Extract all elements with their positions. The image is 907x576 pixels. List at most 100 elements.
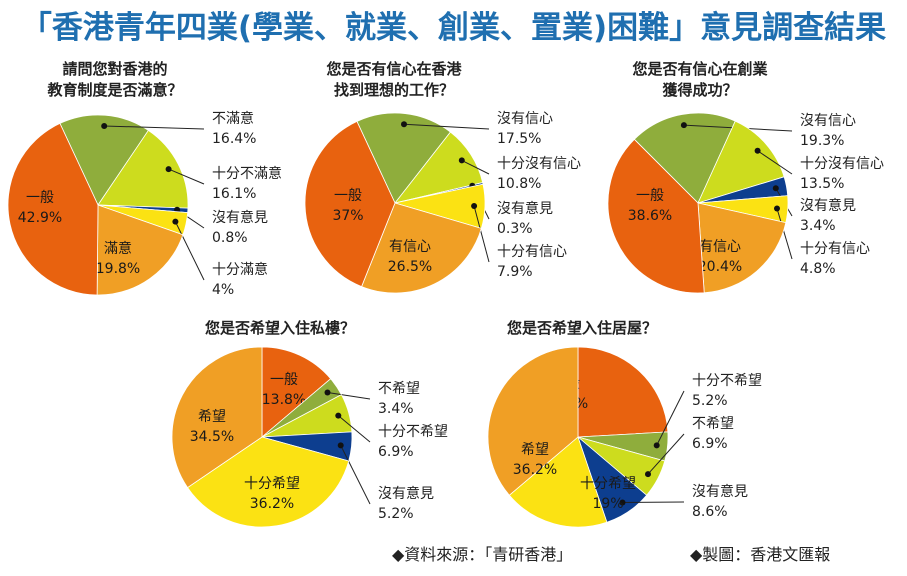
slice-label: 十分不希望 bbox=[692, 373, 762, 389]
pie-slice bbox=[508, 436, 608, 528]
slice-value: 17.5% bbox=[497, 131, 541, 147]
leader-line bbox=[473, 205, 490, 263]
slice-value: 13.5% bbox=[800, 176, 844, 192]
slice-value: 4.8% bbox=[800, 261, 836, 277]
slice-value: 5.2% bbox=[378, 506, 414, 522]
slice-value: 13.8% bbox=[262, 392, 306, 408]
leader-line bbox=[327, 392, 371, 400]
pie-slice bbox=[633, 112, 736, 204]
slice-value: 19.3% bbox=[800, 133, 844, 149]
chart-title-line: 獲得成功？ bbox=[662, 81, 738, 99]
leader-dot bbox=[458, 157, 465, 164]
leader-line bbox=[168, 168, 205, 185]
pie-chart-2: 沒有信心 17.5% 十分沒有信心 10.8% 沒有意見 0.3% 十分有信心 7.9% 有信心… bbox=[304, 110, 581, 294]
slice-label: 有信心 bbox=[389, 239, 431, 255]
slice-label: 希望 bbox=[521, 442, 549, 458]
leader-line bbox=[340, 445, 371, 505]
pie-slice bbox=[97, 129, 189, 209]
slice-label: 十分不希望 bbox=[378, 424, 448, 440]
pie-slice bbox=[187, 436, 350, 528]
slice-label: 一般 bbox=[636, 188, 664, 204]
source-note: ◆資料來源：「青研香港」 bbox=[392, 545, 573, 564]
slice-label: 十分希望 bbox=[244, 476, 300, 492]
slice-label: 不希望 bbox=[692, 416, 734, 432]
slice-label: 不希望 bbox=[378, 381, 420, 397]
credit-note: ◆製圖：香港文匯報 bbox=[690, 545, 831, 564]
slice-label: 不滿意 bbox=[212, 110, 254, 127]
slice-value: 3.4% bbox=[800, 218, 836, 234]
slice-value: 10.8% bbox=[497, 176, 541, 192]
pie-slice bbox=[261, 346, 332, 438]
leader-line bbox=[757, 150, 793, 175]
leader-dot bbox=[772, 185, 779, 192]
slice-value: 26.5% bbox=[388, 259, 432, 275]
chart-title: 您是否希望入住私樓？ bbox=[170, 318, 390, 339]
leader-dot bbox=[471, 203, 478, 209]
chart-title-line: 找到理想的工作？ bbox=[333, 81, 454, 99]
pie-slice bbox=[487, 346, 579, 496]
slice-label: 十分沒有信心 bbox=[497, 155, 581, 172]
pie-slice bbox=[577, 346, 669, 438]
slice-value: 3.4% bbox=[378, 401, 414, 417]
slice-value: 8.6% bbox=[692, 504, 728, 520]
leader-line bbox=[461, 159, 490, 175]
slice-value: 6.9% bbox=[692, 436, 728, 452]
leader-dot bbox=[335, 412, 342, 419]
slice-label: 沒有意見 bbox=[800, 197, 856, 214]
page-title: 「香港青年四業(學業、就業、創業、置業)困難」意見調查結果 bbox=[20, 10, 887, 46]
leader-line bbox=[647, 433, 685, 475]
slice-label: 十分希望 bbox=[580, 476, 636, 492]
leader-dot bbox=[653, 442, 660, 449]
slice-label: 沒有意見 bbox=[212, 209, 268, 226]
leader-dot bbox=[619, 499, 626, 506]
slice-label: 沒有信心 bbox=[497, 110, 553, 127]
slice-label: 一般 bbox=[334, 188, 362, 204]
leader-dot bbox=[101, 123, 108, 129]
slice-label: 一般 bbox=[270, 372, 298, 388]
slice-value: 19% bbox=[592, 496, 623, 512]
slice-label: 沒有意見 bbox=[692, 483, 748, 500]
pie-slice bbox=[697, 120, 785, 204]
pie-slice bbox=[171, 346, 263, 489]
pie-slice bbox=[356, 112, 451, 204]
chart-title-line: 您是否有信心在創業 bbox=[632, 60, 768, 78]
slice-value: 38.6% bbox=[628, 208, 672, 224]
chart-title: 請問您對香港的 教育制度是否滿意？ bbox=[5, 59, 225, 101]
pie-slice bbox=[607, 138, 705, 294]
leader-dot bbox=[680, 122, 687, 129]
slice-value: 36.2% bbox=[513, 462, 557, 478]
pie-slice bbox=[96, 204, 184, 296]
pie-chart-1: 不滿意 16.4% 十分不滿意 16.1% 沒有意見 0.8% 十分滿意 4% 滿意 19.8% 一… bbox=[7, 110, 282, 298]
slice-value: 20.4% bbox=[698, 259, 742, 275]
leader-dot bbox=[401, 121, 407, 128]
chart-title-line: 您是否希望入住居屋？ bbox=[506, 319, 657, 337]
pie-slice bbox=[304, 120, 396, 288]
leader-line bbox=[622, 501, 685, 503]
slice-label: 十分不滿意 bbox=[212, 165, 282, 182]
leader-line bbox=[656, 390, 685, 446]
leader-dot bbox=[337, 442, 344, 449]
pie-slice bbox=[7, 122, 99, 296]
slice-label: 沒有意見 bbox=[497, 200, 553, 217]
slice-label: 一般 bbox=[26, 190, 54, 206]
chart-title-line: 您是否有信心在香港 bbox=[326, 60, 462, 78]
slice-value: 42.9% bbox=[18, 210, 62, 226]
slice-label: 滿意 bbox=[104, 240, 132, 257]
leader-dot bbox=[172, 218, 179, 225]
pie-slice bbox=[59, 114, 149, 206]
slice-value: 37% bbox=[332, 208, 363, 224]
slice-value: 16.1% bbox=[212, 186, 256, 202]
pie-chart-3: 沒有信心 19.3% 十分沒有信心 13.5% 沒有意見 3.4% 十分有信心 4.8% 有信心… bbox=[607, 112, 884, 294]
slice-value: 5.2% bbox=[692, 393, 728, 409]
slice-label: 希望 bbox=[198, 409, 226, 425]
slice-label: 十分有信心 bbox=[497, 244, 567, 260]
slice-label: 十分滿意 bbox=[212, 261, 268, 278]
leader-dot bbox=[645, 471, 651, 478]
pie-slice bbox=[697, 202, 787, 294]
pie-chart-4: 一般 13.8% 不希望 3.4% 十分不希望 6.9% 沒有意見 5.2% 十分希望 36.2%… bbox=[171, 346, 448, 528]
slice-label: 十分有信心 bbox=[800, 241, 870, 257]
chart-title-line: 教育制度是否滿意？ bbox=[47, 81, 183, 99]
leader-line bbox=[776, 208, 793, 260]
pie-chart-5: 一般24.1%十分不希望5.2%不希望6.9%沒有意見8.6%十分希望19%希望… bbox=[487, 346, 762, 528]
